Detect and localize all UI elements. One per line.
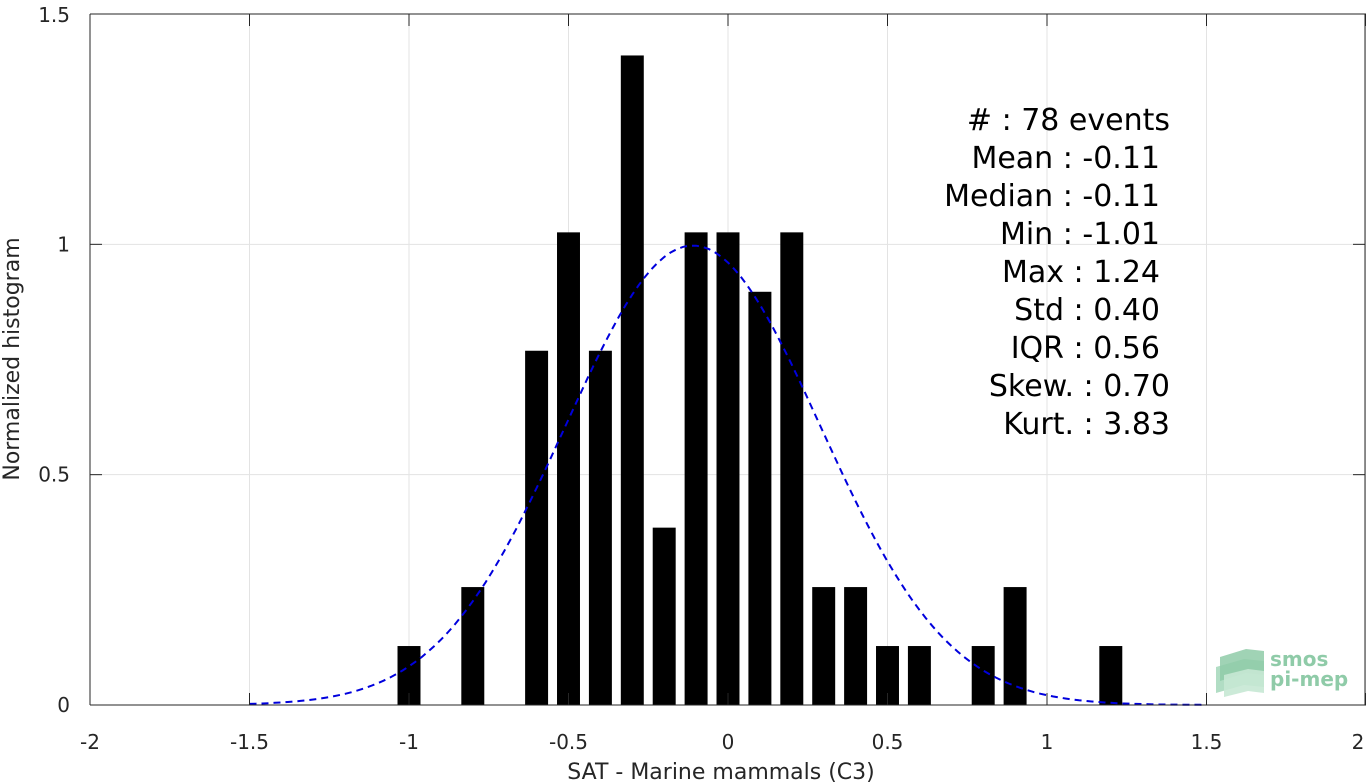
stats-line: Max : 1.24 [1002, 255, 1160, 290]
y-axis-label: Normalized histogram [0, 237, 25, 480]
stats-line: Mean : -0.11 [971, 141, 1160, 176]
histogram-bar [812, 587, 836, 705]
x-tick-label: -1 [399, 730, 419, 754]
x-tick-label: -2 [80, 730, 100, 754]
gaussian-fit-curve [249, 244, 1207, 706]
histogram-bar [716, 232, 740, 705]
y-tick-label: 0 [57, 693, 70, 717]
histogram-bar [971, 646, 995, 705]
histogram-bar [588, 350, 612, 705]
y-tick-label: 1 [57, 232, 70, 256]
stats-line: Std : 0.40 [1014, 293, 1160, 328]
histogram-bar [1099, 646, 1123, 705]
histogram-bar [748, 291, 772, 705]
y-tick-labels: 0 0.5 1 1.5 [38, 3, 70, 717]
histogram-bars [397, 55, 1123, 705]
axes-frame [89, 13, 1366, 706]
x-tick-labels: -2 -1.5 -1 -0.5 0 0.5 1 1.5 2 [80, 730, 1364, 754]
x-tick-label: 2 [1352, 730, 1365, 754]
histogram-bar [876, 646, 899, 705]
histogram-bar [780, 232, 804, 705]
histogram-bar [1003, 587, 1027, 705]
histogram-bar [652, 527, 676, 705]
histogram-bar [397, 646, 421, 705]
x-tick-label: -1.5 [230, 730, 269, 754]
x-tick-label: -0.5 [549, 730, 588, 754]
histogram-bar [461, 587, 485, 705]
x-tick-label: 1 [1041, 730, 1054, 754]
smos-pimep-logo: smos pi-mep [1216, 647, 1348, 697]
histogram-bar [844, 587, 868, 705]
logo-waves-icon [1216, 649, 1264, 697]
histogram-bar [907, 646, 931, 705]
logo-line1: smos [1270, 647, 1328, 671]
stats-line: IQR : 0.56 [1011, 331, 1160, 366]
logo-line2: pi-mep [1270, 667, 1348, 691]
stats-line: Median : -0.11 [944, 179, 1160, 214]
y-tick-label: 1.5 [38, 3, 70, 27]
stats-line: Skew. : 0.70 [989, 369, 1170, 404]
histogram-bar [557, 232, 580, 705]
x-tick-label: 0 [722, 730, 735, 754]
histogram-bar [525, 350, 549, 705]
x-axis-label: SAT - Marine mammals (C3) [567, 760, 875, 784]
stats-line: Min : -1.01 [1000, 217, 1160, 252]
histogram-bar [684, 232, 708, 705]
stats-line: # : 78 events [967, 103, 1170, 138]
y-tick-label: 0.5 [38, 463, 70, 487]
x-tick-label: 0.5 [872, 730, 904, 754]
histogram-bar [620, 55, 644, 705]
stats-line: Kurt. : 3.83 [1003, 407, 1170, 442]
x-tick-label: 1.5 [1191, 730, 1223, 754]
